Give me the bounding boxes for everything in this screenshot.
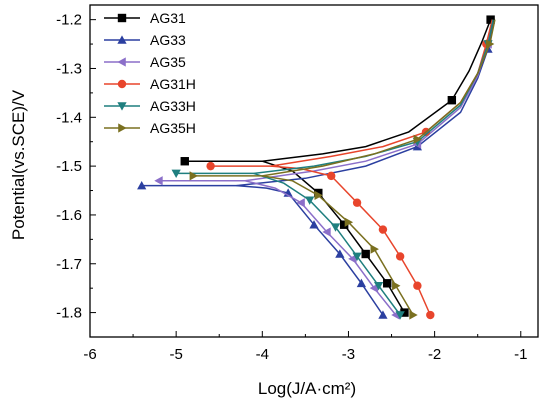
data-point [400, 308, 409, 317]
data-point [335, 249, 345, 258]
data-point [413, 281, 422, 290]
legend-item-ag33h: AG33H [104, 98, 196, 114]
y-tick-label: -1.3 [56, 60, 82, 77]
data-point [356, 278, 367, 288]
legend-label: AG33 [150, 32, 186, 48]
data-point [117, 35, 127, 44]
series-ag33h [171, 19, 494, 320]
series-line-cathodic [262, 175, 414, 316]
legend-label: AG35H [150, 120, 196, 136]
series-line-cathodic [236, 184, 384, 316]
y-tick-label: -1.5 [56, 158, 82, 175]
series-line-anodic [184, 18, 495, 162]
x-axis-title: Log(J/A·cm²) [258, 379, 356, 398]
data-point [447, 96, 457, 105]
data-point [117, 13, 127, 23]
data-point [413, 134, 423, 144]
x-tick-label: -1 [514, 346, 527, 363]
data-point [322, 227, 331, 237]
data-point [426, 310, 435, 320]
data-point [361, 249, 370, 259]
data-point [352, 198, 362, 207]
data-point [117, 57, 126, 67]
legend: AG31 AG33 AG35 AG31H AG33H AG35H [104, 10, 196, 136]
data-point [118, 123, 127, 133]
series-line-cathodic [270, 165, 431, 316]
data-point [180, 157, 189, 166]
data-point [296, 198, 305, 208]
data-point [154, 176, 163, 186]
legend-item-ag35: AG35 [104, 54, 186, 70]
data-point [137, 181, 147, 190]
y-tick-label: -1.6 [56, 207, 82, 224]
x-tick-label: -2 [428, 346, 441, 363]
data-point [206, 161, 215, 171]
series-line-anodic [176, 19, 494, 175]
legend-label: AG31H [150, 76, 196, 92]
legend-item-ag31: AG31 [104, 10, 186, 26]
series-line-anodic [210, 19, 494, 167]
data-point [395, 311, 405, 320]
data-point [378, 310, 388, 319]
data-point [369, 283, 379, 293]
data-point [330, 223, 341, 232]
legend-item-ag31h: AG31H [104, 76, 196, 92]
data-point [117, 102, 127, 111]
data-point [327, 171, 336, 181]
legend-label: AG33H [150, 98, 196, 114]
data-point [171, 169, 181, 179]
data-point [409, 310, 418, 320]
data-point [189, 171, 199, 181]
data-point [305, 196, 315, 205]
legend-item-ag35h: AG35H [104, 120, 196, 136]
y-axis-title: Potential(vs.SCE)/V [9, 89, 28, 240]
data-point [392, 281, 401, 291]
data-point [309, 220, 319, 229]
data-point [378, 225, 388, 234]
x-tick-label: -6 [83, 346, 96, 363]
series-group [137, 15, 496, 320]
plot-area [89, 4, 539, 338]
data-point [383, 279, 392, 288]
plot-border [89, 4, 539, 338]
data-point [348, 254, 357, 264]
x-tick-label: -5 [169, 346, 182, 363]
x-tick-label: -4 [256, 346, 269, 363]
data-point [117, 79, 127, 89]
data-point [370, 244, 379, 254]
legend-label: AG31 [150, 10, 186, 26]
y-tick-label: -1.8 [56, 305, 82, 322]
data-point [395, 252, 405, 261]
data-point [344, 217, 354, 227]
legend-label: AG35 [150, 54, 186, 70]
x-tick-label: -3 [342, 346, 355, 363]
data-point [486, 15, 495, 24]
data-point [485, 39, 495, 49]
series-ag35h [189, 19, 496, 320]
data-point [339, 220, 349, 229]
y-tick-label: -1.7 [56, 256, 82, 273]
axis-ticks: -6 -5 -4 -3 -2 -1 -1.2 -1.3 -1.4 -1.5 -1.6 -1.7 -1.8 [56, 12, 527, 363]
y-tick-label: -1.4 [56, 109, 82, 126]
legend-item-ag33: AG33 [104, 32, 186, 48]
series-ag35 [154, 21, 494, 320]
y-tick-label: -1.2 [56, 12, 82, 29]
data-point [352, 252, 362, 262]
data-point [373, 281, 384, 291]
data-point [314, 190, 323, 201]
